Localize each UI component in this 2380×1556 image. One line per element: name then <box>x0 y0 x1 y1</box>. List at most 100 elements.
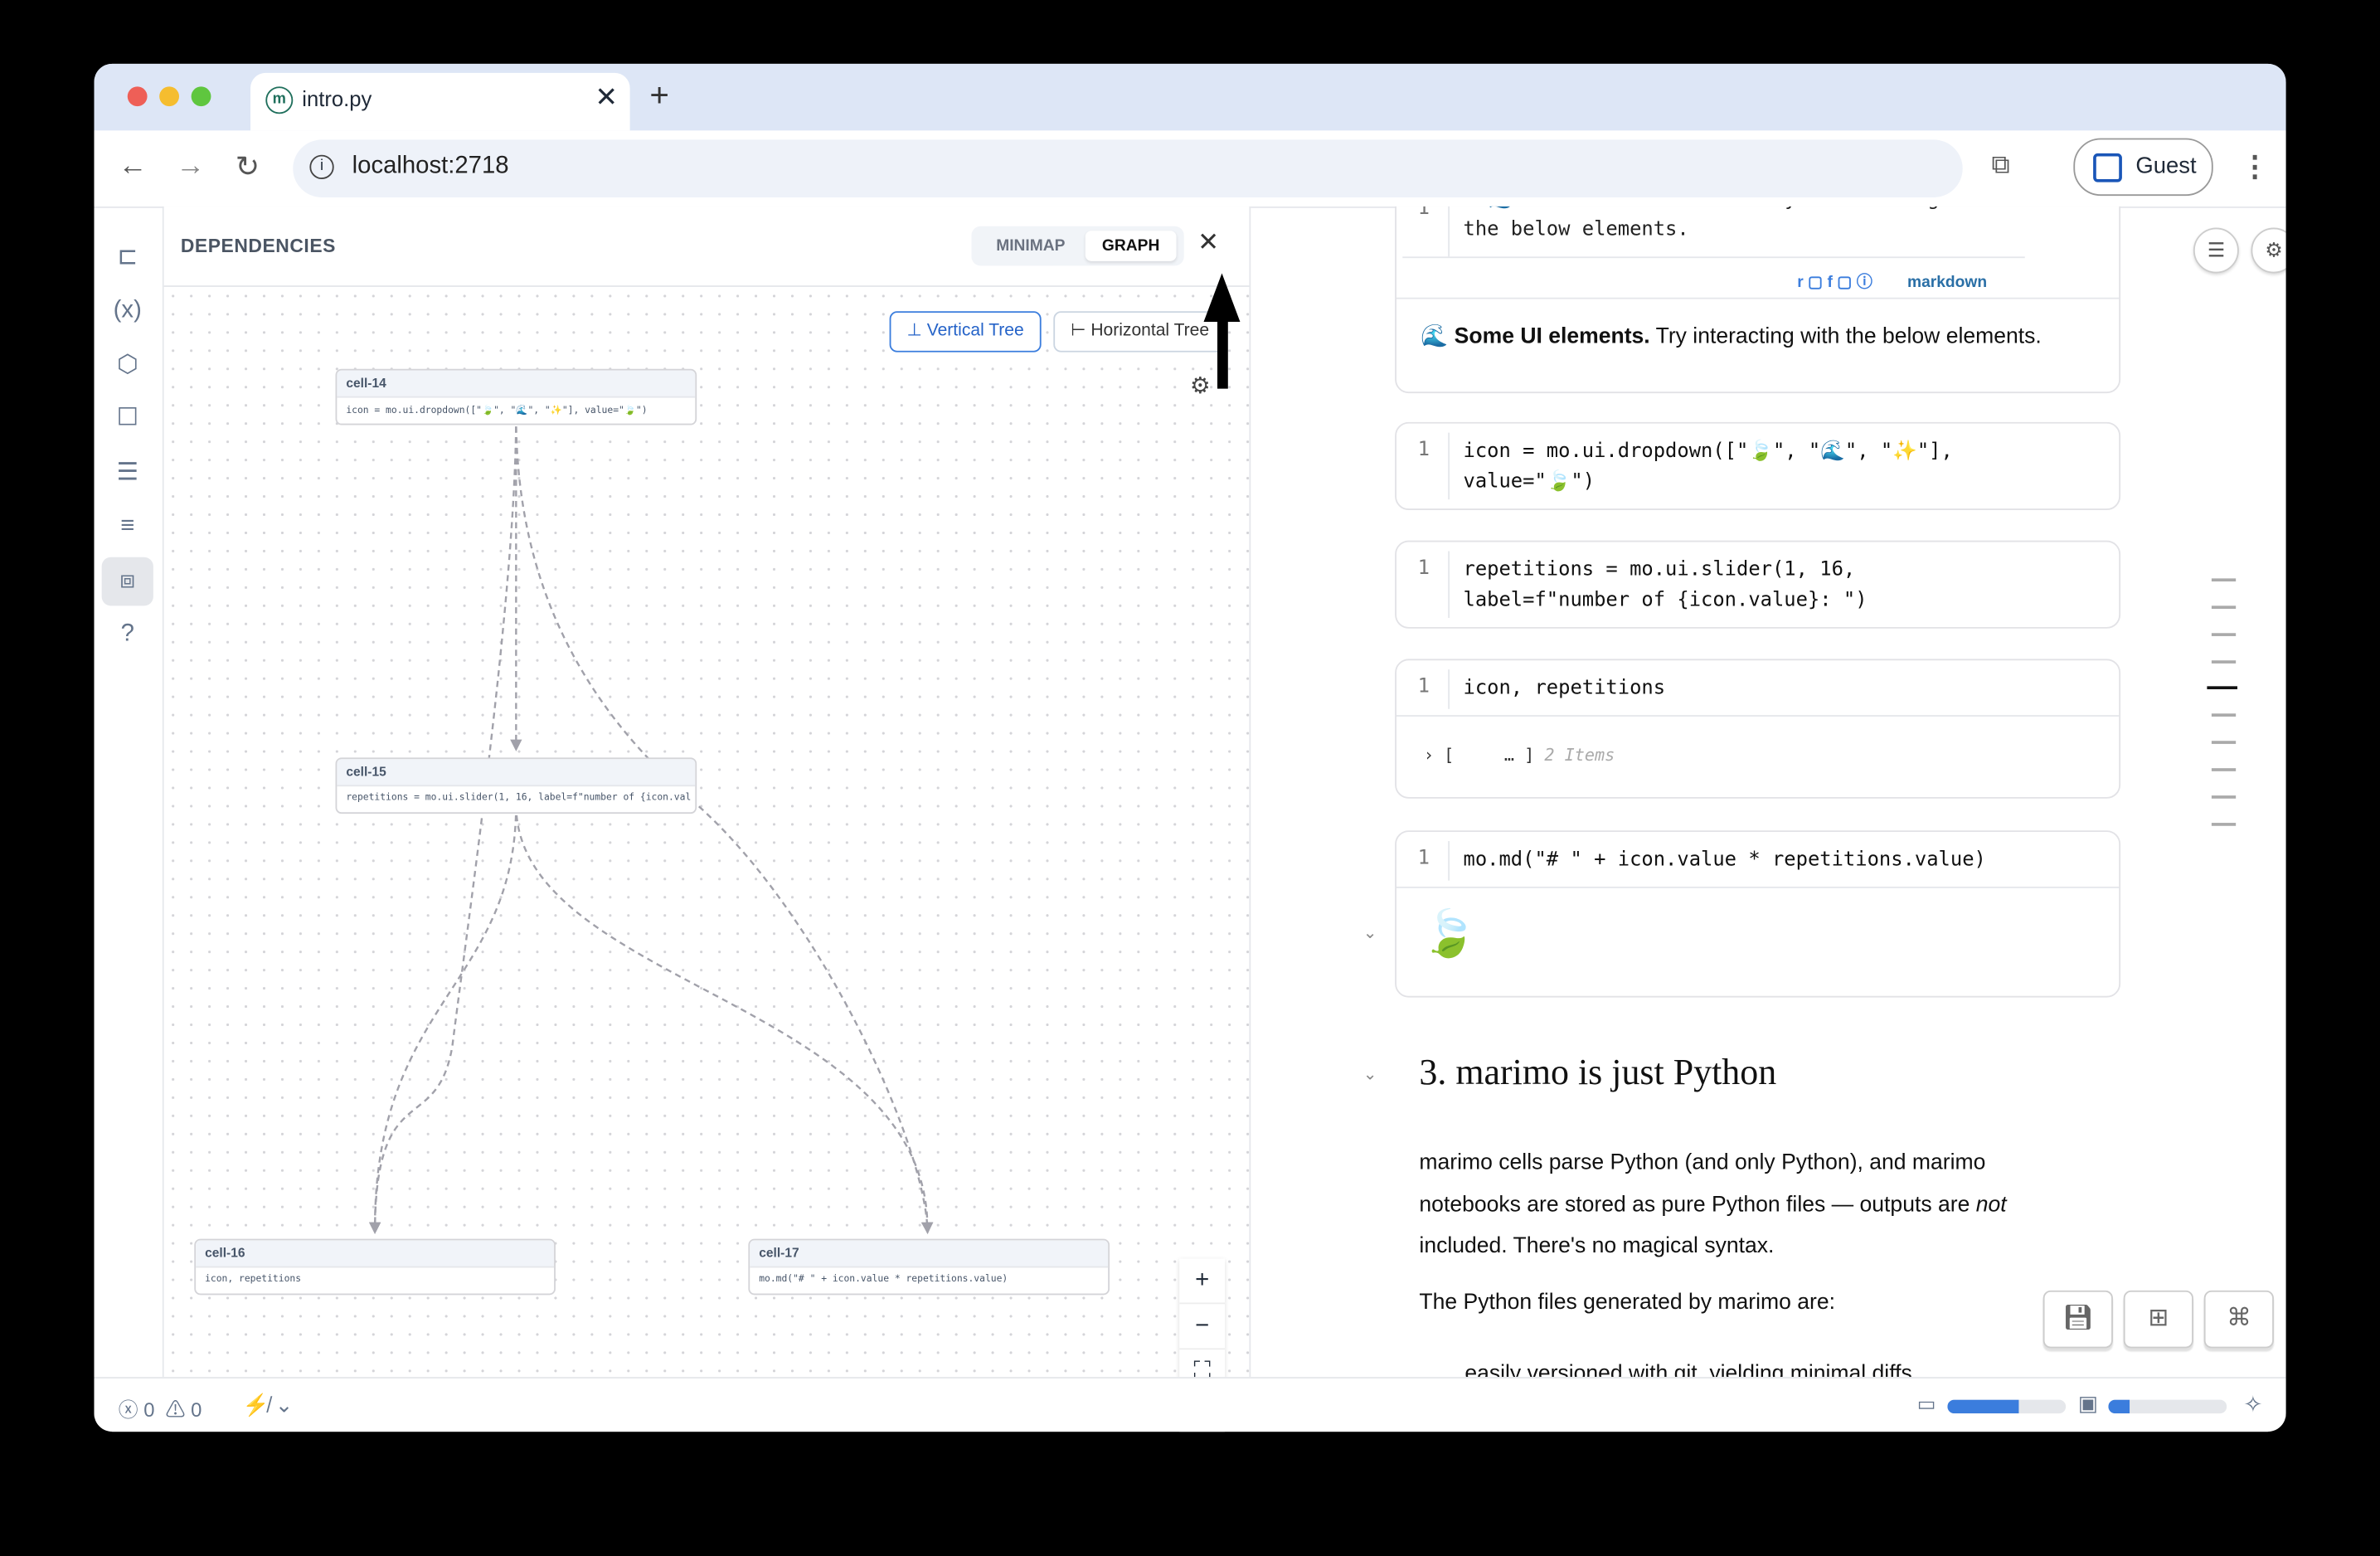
horizontal-tree-icon: ⊢ <box>1071 322 1091 341</box>
node-title: cell-16 <box>196 1240 555 1268</box>
r-flag[interactable]: r <box>1797 273 1804 292</box>
node-code: mo.md("# " + icon.value * repetitions.va… <box>759 1273 1008 1285</box>
markdown-cell[interactable]: 1 **🌊 Some UI elements.** Try interactin… <box>1395 206 2121 394</box>
section-heading: 3. marimo is just Python <box>1419 1053 1777 1093</box>
minimap-marker-active[interactable] <box>2207 686 2238 689</box>
close-panel-icon[interactable]: ✕ <box>1197 227 1220 257</box>
graph-node[interactable]: cell-17 mo.md("# " + icon.value * repeti… <box>748 1238 1110 1296</box>
cell-type-label[interactable]: markdown <box>1906 273 1988 292</box>
divider <box>1402 256 2025 259</box>
variables-icon[interactable]: (x) <box>113 297 142 323</box>
url-bar[interactable]: i localhost:2718 <box>293 139 1963 197</box>
gutter <box>1448 669 1450 709</box>
vertical-tree-icon: ⊥ <box>906 322 927 341</box>
dependency-graph-canvas[interactable]: ⊥ Vertical Tree ⊢ Horizontal Tree ⚙ cell… <box>163 286 1250 1432</box>
help-icon[interactable]: ? <box>120 620 134 647</box>
info-icon[interactable]: ⓘ <box>1856 273 1873 292</box>
cell-toolbar: r ▢ f ▢ ⓘ markdown <box>1797 273 1988 292</box>
minimap-marker[interactable] <box>2211 795 2237 798</box>
code-cell[interactable]: 1 repetitions = mo.ui.slider(1, 16, label… <box>1395 540 2121 629</box>
graph-settings-icon[interactable]: ⚙ <box>1190 373 1211 400</box>
minimap-marker[interactable] <box>2211 823 2237 825</box>
code-cell[interactable]: 1 mo.md("# " + icon.value * repetitions.… <box>1395 830 2121 998</box>
horizontal-tree-button[interactable]: ⊢ Horizontal Tree <box>1053 311 1226 353</box>
browser-window: m intro.py ✕ + ← → ↻ i localhost:2718 ⧉ … <box>94 63 2286 1432</box>
graph-edges <box>368 416 934 1234</box>
graph-node[interactable]: cell-14 icon = mo.ui.dropdown(["🍃", "🌊",… <box>335 368 697 425</box>
profile-button[interactable]: Guest <box>2073 138 2213 197</box>
line-number: 1 <box>1417 557 1430 581</box>
cell-menu-button[interactable]: ☰ <box>2193 227 2239 274</box>
line-number: 1 <box>1417 206 1430 221</box>
minimap-marker[interactable] <box>2211 633 2237 636</box>
tab-graph[interactable]: GRAPH <box>1085 231 1177 261</box>
zoom-out-button[interactable]: − <box>1179 1304 1226 1350</box>
annotation-arrow-icon <box>1203 273 1241 389</box>
minimap-marker[interactable] <box>2211 660 2237 663</box>
edge-cell14-cell16 <box>369 416 517 1234</box>
code-editor[interactable]: icon = mo.ui.dropdown(["🍃", "🌊", "✨"], va… <box>1463 440 1953 493</box>
url-text[interactable]: localhost:2718 <box>352 153 509 179</box>
graph-node[interactable]: cell-15 repetitions = mo.ui.slider(1, 16… <box>335 757 697 814</box>
node-title: cell-15 <box>337 759 696 787</box>
divider <box>1396 297 2120 299</box>
code-editor[interactable]: mo.md("# " + icon.value * repetitions.va… <box>1463 849 1986 872</box>
settings-button[interactable]: ⚙ <box>2251 227 2286 274</box>
line-number: 1 <box>1417 675 1430 698</box>
back-icon[interactable]: ← <box>118 150 148 182</box>
code-editor[interactable]: icon, repetitions <box>1463 677 1666 700</box>
ai-sparkle-icon[interactable]: ✧ <box>2243 1392 2263 1418</box>
ai-assistant-icon[interactable]: ☐ <box>116 405 138 431</box>
minimap-marker[interactable] <box>2211 741 2237 743</box>
vertical-tree-button[interactable]: ⊥ Vertical Tree <box>889 311 1042 353</box>
panel-header: DEPENDENCIES MINIMAP GRAPH ✕ <box>163 207 1250 287</box>
connection-off-icon[interactable]: ⚡̸ ⌄ <box>242 1392 294 1417</box>
outline-search-icon[interactable]: ≡ <box>120 513 135 539</box>
close-window-button[interactable] <box>127 86 148 107</box>
horizontal-tree-label: Horizontal Tree <box>1090 322 1210 341</box>
new-tab-button[interactable]: + <box>649 75 669 114</box>
search-tab-icon[interactable]: ⧉ <box>1991 150 2010 179</box>
tab-intro-py[interactable]: m intro.py ✕ <box>250 72 630 131</box>
collapse-chevron-icon[interactable]: ⌄ <box>1362 1065 1377 1084</box>
collapse-chevron-icon[interactable]: ⌄ <box>1362 924 1377 943</box>
documentation-icon[interactable]: ☰ <box>116 460 138 486</box>
code-editor[interactable]: repetitions = mo.ui.slider(1, 16, label=f… <box>1463 558 1868 611</box>
node-code: icon = mo.ui.dropdown(["🍃", "🌊", "✨"], v… <box>346 405 648 416</box>
tab-minimap[interactable]: MINIMAP <box>996 236 1066 255</box>
command-palette-button[interactable]: ⌘ <box>2203 1290 2274 1349</box>
errors-indicator[interactable]: ⓧ 0 ⚠ 0 <box>118 1398 202 1422</box>
divider <box>1396 886 2120 888</box>
code-cell[interactable]: 1 icon = mo.ui.dropdown(["🍃", "🌊", "✨"],… <box>1395 421 2121 511</box>
output-tree[interactable]: › [ … ] 2 Items <box>1423 745 1615 766</box>
marimo-favicon-icon: m <box>265 86 294 114</box>
packages-icon[interactable]: ⬡ <box>116 352 138 378</box>
gutter <box>1448 841 1450 881</box>
graph-node[interactable]: cell-16 icon, repetitions <box>194 1238 556 1296</box>
zoom-in-button[interactable]: + <box>1179 1258 1226 1305</box>
code-editor[interactable]: **🌊 Some UI elements.** Try interacting … <box>1463 207 1999 241</box>
f-flag[interactable]: f <box>1827 273 1833 292</box>
layout-button[interactable]: ⊞ <box>2123 1290 2193 1349</box>
close-tab-icon[interactable]: ✕ <box>595 81 618 113</box>
markdown-output: 🌊 Some UI elements. Try interacting with… <box>1421 324 2042 349</box>
minimap-marker[interactable] <box>2211 713 2237 717</box>
node-title: cell-14 <box>337 370 696 398</box>
save-button[interactable]: 💾︎ <box>2042 1290 2113 1349</box>
view-toggle: MINIMAP GRAPH <box>971 226 1184 266</box>
memory-icon: ▭ <box>1916 1392 1936 1415</box>
maximize-window-button[interactable] <box>191 86 211 107</box>
vertical-tree-label: Vertical Tree <box>926 322 1024 341</box>
minimize-window-button[interactable] <box>159 86 179 107</box>
minimap-marker[interactable] <box>2211 768 2237 771</box>
cpu-icon: ▣ <box>2077 1390 2099 1415</box>
more-menu-icon[interactable]: ⋮ <box>2240 152 2270 184</box>
minimap-marker[interactable] <box>2211 605 2237 609</box>
site-info-icon[interactable]: i <box>309 154 334 179</box>
dependencies-icon[interactable]: ⧈ <box>101 557 153 606</box>
file-tree-icon[interactable]: ⊏ <box>117 244 138 270</box>
code-cell[interactable]: 1 icon, repetitions › [ … ] 2 Items <box>1395 659 2121 799</box>
minimap-marker[interactable] <box>2211 578 2237 581</box>
forward-icon[interactable]: → <box>176 150 206 182</box>
reload-icon[interactable]: ↻ <box>235 152 260 184</box>
